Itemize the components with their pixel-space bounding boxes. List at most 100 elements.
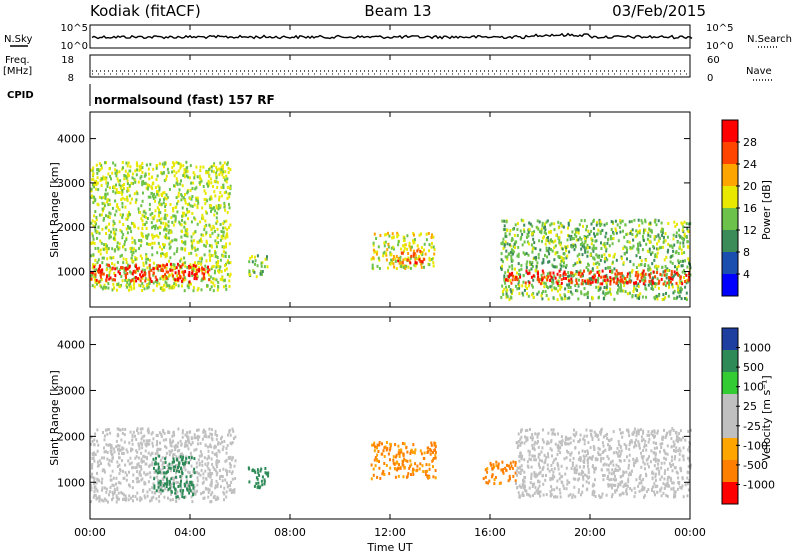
- velocity-cell: [549, 477, 552, 481]
- power-cell: [551, 239, 554, 243]
- power-cell: [543, 285, 546, 289]
- power-cell: [175, 181, 178, 185]
- power-cell: [204, 219, 207, 223]
- velocity-cell: [111, 490, 114, 494]
- velocity-cell: [126, 450, 129, 454]
- power-cell: [651, 262, 654, 266]
- velocity-cell: [398, 463, 400, 467]
- power-cell: [112, 161, 115, 165]
- velocity-cell: [634, 491, 637, 495]
- power-cell: [530, 263, 533, 266]
- power-cell: [183, 172, 186, 176]
- velocity-cell: [560, 464, 563, 468]
- power-cell: [654, 220, 657, 224]
- power-cell: [222, 186, 225, 189]
- velocity-cell: [522, 494, 525, 497]
- velocity-cell: [226, 481, 228, 485]
- power-cell: [559, 284, 561, 288]
- power-cell: [165, 276, 168, 280]
- power-cell: [251, 260, 254, 264]
- power-cell: [664, 264, 667, 268]
- velocity-cell: [211, 491, 214, 495]
- power-cell: [158, 210, 161, 214]
- power-cell: [159, 264, 161, 268]
- power-cell: [90, 187, 93, 191]
- velocity-cell: [119, 428, 122, 432]
- power-cell: [171, 239, 174, 243]
- power-cell: [674, 272, 677, 276]
- power-cell: [125, 276, 127, 279]
- power-cell: [208, 244, 211, 248]
- power-cell: [172, 214, 175, 218]
- power-cell: [145, 186, 148, 190]
- velocity-cell: [193, 471, 196, 475]
- power-cell: [409, 245, 412, 249]
- power-cell: [612, 220, 614, 224]
- velocity-cell: [533, 454, 536, 458]
- velocity-cell: [382, 449, 385, 453]
- power-cell: [402, 265, 405, 269]
- velocity-cell: [193, 485, 196, 489]
- power-cell: [541, 291, 544, 295]
- power-cell: [137, 180, 140, 184]
- power-cell: [142, 180, 145, 183]
- power-cell: [506, 274, 509, 278]
- velocity-cell: [156, 451, 159, 455]
- power-cell: [592, 227, 595, 230]
- power-cell: [554, 276, 557, 280]
- velocity-cell: [421, 464, 424, 468]
- power-cell: [137, 269, 140, 273]
- velocity-cell: [182, 455, 185, 459]
- velocity-cell: [216, 482, 219, 486]
- power-region-3: [370, 231, 436, 271]
- velocity-cell: [659, 442, 662, 446]
- power-cell: [392, 236, 395, 240]
- power-cell: [655, 264, 657, 268]
- power-cell: [549, 285, 552, 289]
- velocity-cell: [150, 452, 153, 456]
- power-cell: [681, 264, 684, 268]
- power-cell: [151, 253, 154, 257]
- velocity-cell: [153, 477, 156, 481]
- velocity-cell: [193, 489, 196, 493]
- power-cell: [602, 291, 605, 295]
- velocity-cell: [170, 493, 173, 496]
- velocity-cell: [139, 441, 142, 445]
- power-cell: [188, 280, 191, 284]
- velocity-cell: [125, 448, 128, 452]
- velocity-cell: [144, 455, 147, 459]
- velocity-cell: [681, 454, 684, 458]
- power-cell: [136, 192, 139, 196]
- power-cell: [109, 235, 112, 239]
- power-cell: [586, 250, 589, 254]
- velocity-cell: [633, 445, 636, 449]
- power-cell: [635, 229, 638, 233]
- power-cell: [563, 293, 566, 297]
- velocity-cell: [204, 469, 207, 473]
- power-cell: [211, 265, 214, 269]
- velocity-cell: [528, 453, 531, 457]
- velocity-cell: [389, 442, 392, 446]
- power-cell: [181, 247, 184, 251]
- power-cell: [528, 221, 531, 225]
- power-cell: [143, 215, 146, 219]
- velocity-cell: [174, 491, 177, 495]
- velocity-cell: [627, 429, 630, 433]
- power-cell: [681, 222, 684, 226]
- velocity-cell: [592, 493, 595, 497]
- power-cell: [182, 196, 185, 200]
- power-cell: [677, 261, 680, 265]
- velocity-cell: [556, 452, 559, 456]
- power-cell: [98, 231, 101, 235]
- velocity-cell: [190, 483, 193, 486]
- velocity-cell: [674, 466, 677, 470]
- power-cell: [683, 269, 685, 272]
- power-cell: [147, 243, 150, 246]
- velocity-cell: [546, 463, 549, 467]
- power-cell: [531, 265, 534, 268]
- power-cell: [615, 269, 618, 273]
- velocity-cell: [525, 489, 528, 493]
- power-cell: [215, 265, 218, 269]
- power-cell: [141, 213, 144, 217]
